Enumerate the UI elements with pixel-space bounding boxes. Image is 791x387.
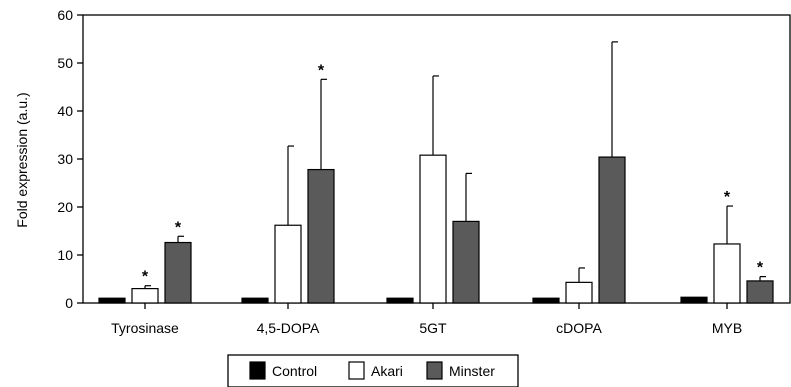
legend-box (227, 354, 519, 387)
bar-akari-0 (131, 288, 159, 304)
bar-control-1 (241, 297, 269, 304)
legend-label-control: Control (272, 363, 317, 379)
y-tick-label-10: 10 (57, 247, 73, 263)
bars: * * * * * (98, 41, 774, 304)
legend: Control Akari Minster (227, 354, 519, 387)
bar-akari-4 (713, 243, 741, 304)
bar-minster-4 (746, 280, 774, 304)
significance-star: * (757, 260, 764, 277)
y-tick-label-20: 20 (57, 199, 73, 215)
significance-star: * (175, 219, 182, 236)
bar-control-2 (386, 297, 414, 304)
bar-minster-2 (452, 220, 480, 304)
bar-minster-3 (598, 156, 626, 304)
y-axis-label: Fold expression (a.u.) (14, 92, 30, 227)
significance-star: * (142, 269, 149, 286)
bar-minster-0 (164, 241, 192, 304)
bar-control-0 (98, 297, 126, 304)
x-tick-label: MYB (712, 320, 742, 336)
significance-star: * (318, 62, 325, 79)
x-tick-label: cDOPA (556, 320, 602, 336)
legend-label-akari: Akari (371, 363, 403, 379)
x-tick-label: 5GT (419, 320, 447, 336)
bar-akari-3 (565, 281, 593, 304)
y-tick-label-60: 60 (57, 7, 73, 23)
significance-star: * (724, 189, 731, 206)
y-tick-label-40: 40 (57, 103, 73, 119)
legend-swatch-minster (426, 361, 443, 380)
x-tick-label: Tyrosinase (111, 320, 179, 336)
x-tick-label: 4,5-DOPA (257, 320, 320, 336)
y-tick-label-50: 50 (57, 55, 73, 71)
bar-minster-1 (307, 168, 335, 304)
y-tick-label-0: 0 (65, 295, 73, 311)
legend-swatch-control (249, 361, 266, 380)
y-tick-label-30: 30 (57, 151, 73, 167)
legend-swatch-akari (348, 361, 365, 380)
bar-control-4 (680, 296, 708, 304)
legend-label-minster: Minster (449, 363, 495, 379)
bar-control-3 (532, 297, 560, 304)
bar-akari-1 (274, 224, 302, 304)
bar-akari-2 (419, 154, 447, 304)
